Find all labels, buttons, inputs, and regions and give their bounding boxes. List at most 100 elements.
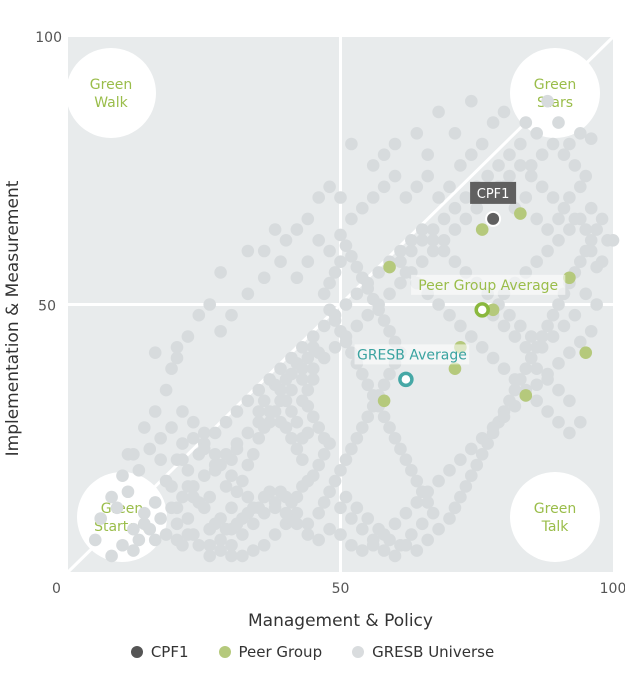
x-tick-label: 0 [52,581,61,597]
gresb-universe-point [405,234,418,247]
cpf1-label-box [470,181,517,204]
gresb-universe-point [181,330,195,343]
gresb-universe-point [214,533,227,547]
gresb-universe-point [350,319,364,333]
gresb-universe-point [301,517,315,531]
gresb-universe-point [394,276,407,290]
gresb-universe-point [350,431,364,445]
gresb-universe-point [339,298,353,311]
gresb-universe-point [176,405,189,418]
gresb-universe-point [432,191,445,204]
gresb-universe-point [334,464,347,477]
gresb-universe-point [574,180,587,194]
gresb-universe-point [508,383,522,397]
gresb-universe-point [415,223,429,236]
gresb-universe-point [279,506,293,520]
gresb-universe-point [405,464,418,477]
gresb-universe-point [388,431,402,445]
gresb-universe-point [535,180,549,194]
gresb-universe-point [312,234,326,247]
gresb-universe-point [579,169,593,183]
quadrant-label-green-talk-line: Talk [541,519,570,535]
gresb-universe-point [459,480,473,493]
gresb-universe-point [492,159,505,172]
gresb-universe-point [148,346,162,359]
gresb-universe-point [334,528,347,541]
gresb-universe-point [225,501,238,515]
gresb-universe-point [443,180,456,194]
gresb-universe-point [410,474,424,488]
gresb-universe-point [448,201,462,215]
gresb-universe-point [432,105,445,119]
gresb-universe-point [192,538,206,552]
gresb-universe-point [383,324,396,338]
gresb-universe-point [415,255,429,268]
gresb-universe-point [574,415,587,429]
quadrant-label-green-walk-line: Walk [94,95,128,111]
gresb-universe-point [574,212,587,226]
legend: CPF1 Peer Group GRESB Universe [0,641,625,663]
gresb-universe-point [579,287,593,301]
gresb-universe-point [312,506,326,520]
gresb-universe-point [296,362,309,376]
gresb-universe-point [584,244,598,258]
gresb-universe-point [252,415,266,429]
gresb-universe-point [563,223,576,236]
legend-label-cpf1: CPF1 [150,643,189,661]
gresb-universe-point [437,244,451,258]
gresb-universe-point [323,244,336,258]
gresb-universe-point [181,512,195,525]
gresb-universe-point [127,522,140,536]
gresb-universe-point [557,319,571,333]
peer-group-point [563,271,576,285]
gresb-universe-point [426,234,440,247]
gresb-universe-point [503,308,516,322]
gresb-universe-point [203,522,216,536]
gresb-universe-point [301,426,315,440]
gresb-universe-point [568,159,582,172]
legend-item-peer-group: Peer Group [218,643,322,661]
gresb-universe-point [312,191,326,204]
gresb-universe-point [426,223,440,236]
gresb-universe-point [377,378,391,392]
gresb-universe-point [138,517,151,531]
gresb-universe-point [241,287,255,301]
gresb-universe-point [306,410,320,424]
gresb-universe-point [356,544,369,557]
gresb-universe-point [432,522,445,536]
gresb-universe-point [421,169,435,183]
quadrant-label-green-walk-line: Green [90,77,132,93]
gresb-universe-point [366,159,380,172]
gresb-universe-point [574,127,587,140]
gresb-universe-point [541,405,554,418]
gresb-universe-point [443,308,456,322]
gresb-universe-point [274,255,287,268]
gresb-universe-point [241,458,255,472]
gresb-universe-point [372,266,385,279]
gresb-universe-point [448,255,462,268]
gresb-universe-point [290,442,304,456]
gresb-universe-point [508,399,522,413]
peer-group-point [383,260,396,274]
gresb-universe-point [165,362,178,376]
gresb-universe-point [296,341,309,354]
gresb-universe-point [530,362,543,376]
gresb-universe-point [590,223,603,236]
gresb-universe-point [486,116,500,129]
gresb-universe-point [230,485,244,499]
gresb-universe-point [301,399,315,413]
gresb-universe-point [345,512,358,525]
gresb-universe-point [170,341,184,354]
gresb-universe-point [350,501,364,515]
gresb-universe-point [263,405,276,418]
gresb-universe-point [323,485,336,499]
gresb-universe-point [497,362,511,376]
gresb-universe-point [394,442,407,456]
gresb-universe-point [197,501,211,515]
gresb-universe-point [290,506,304,520]
gresb-universe-point [497,319,511,333]
gresb-universe-point [377,148,391,161]
gresb-universe-point [437,212,451,226]
gresb-universe-point [214,324,227,338]
gresb-universe-point [377,528,391,541]
